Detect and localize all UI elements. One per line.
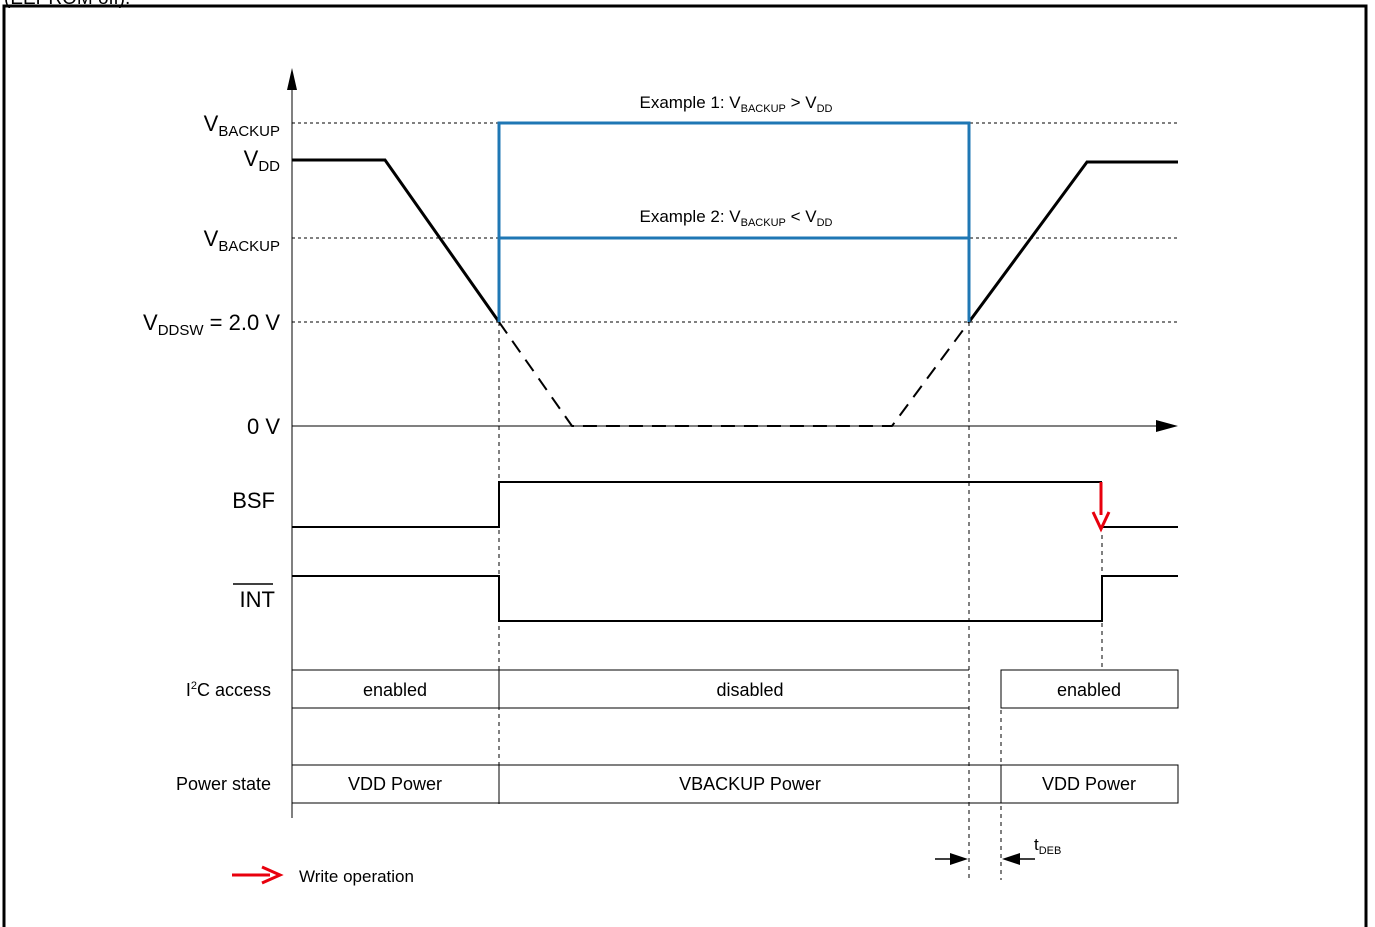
i2c-cell-enabled-right-text: enabled	[1057, 680, 1121, 700]
label-vbackup-low: VBACKUP	[204, 226, 280, 255]
bsf-signal	[292, 481, 1102, 528]
int-signal	[292, 575, 1178, 622]
vdd-rising-trace	[967, 160, 1178, 323]
legend-arrow-head	[261, 865, 284, 885]
x-axis-arrowhead	[1156, 420, 1178, 432]
i2c-row-boxes	[292, 669, 1179, 709]
i2c-cell-enabled-right	[1000, 669, 1179, 709]
write-arrow-head	[1091, 511, 1111, 533]
power-cell-vdd-left: VDD Power	[348, 774, 442, 794]
label-int: INT	[240, 587, 275, 612]
tdeb-right-arrowhead	[1002, 853, 1020, 865]
label-i2c-access: I2C access	[186, 680, 271, 700]
label-bsf: BSF	[232, 488, 275, 513]
power-row-boxes	[291, 764, 1179, 804]
i2c-cell-disabled: disabled	[716, 680, 783, 700]
vdd-falling-trace	[292, 158, 501, 323]
y-axis-arrowhead	[287, 68, 297, 90]
label-vdd: VDD	[244, 146, 281, 175]
diagram-frame	[2, 4, 1368, 927]
label-vddsw: VDDSW = 2.0 V	[143, 310, 280, 339]
label-tdeb: tDEB	[1034, 835, 1061, 857]
example1-caption: Example 1: VBACKUP > VDD	[640, 93, 833, 115]
vdd-below-threshold-trace	[498, 321, 970, 427]
power-row-box	[291, 764, 1179, 804]
tdeb-left-arrowhead	[950, 853, 968, 865]
vbackup-example1-trace	[497, 121, 971, 322]
example2-caption: Example 2: VBACKUP < VDD	[640, 207, 833, 229]
label-vbackup-high: VBACKUP	[204, 111, 280, 140]
vertical-guides	[498, 322, 1103, 880]
legend-write-operation: Write operation	[299, 867, 414, 886]
label-power-state: Power state	[176, 774, 271, 794]
power-cell-vdd-right: VDD Power	[1042, 774, 1136, 794]
i2c-cell-enabled-left: enabled	[363, 680, 427, 700]
label-zero-volt: 0 V	[247, 414, 280, 439]
power-cell-vbackup: VBACKUP Power	[679, 774, 821, 794]
